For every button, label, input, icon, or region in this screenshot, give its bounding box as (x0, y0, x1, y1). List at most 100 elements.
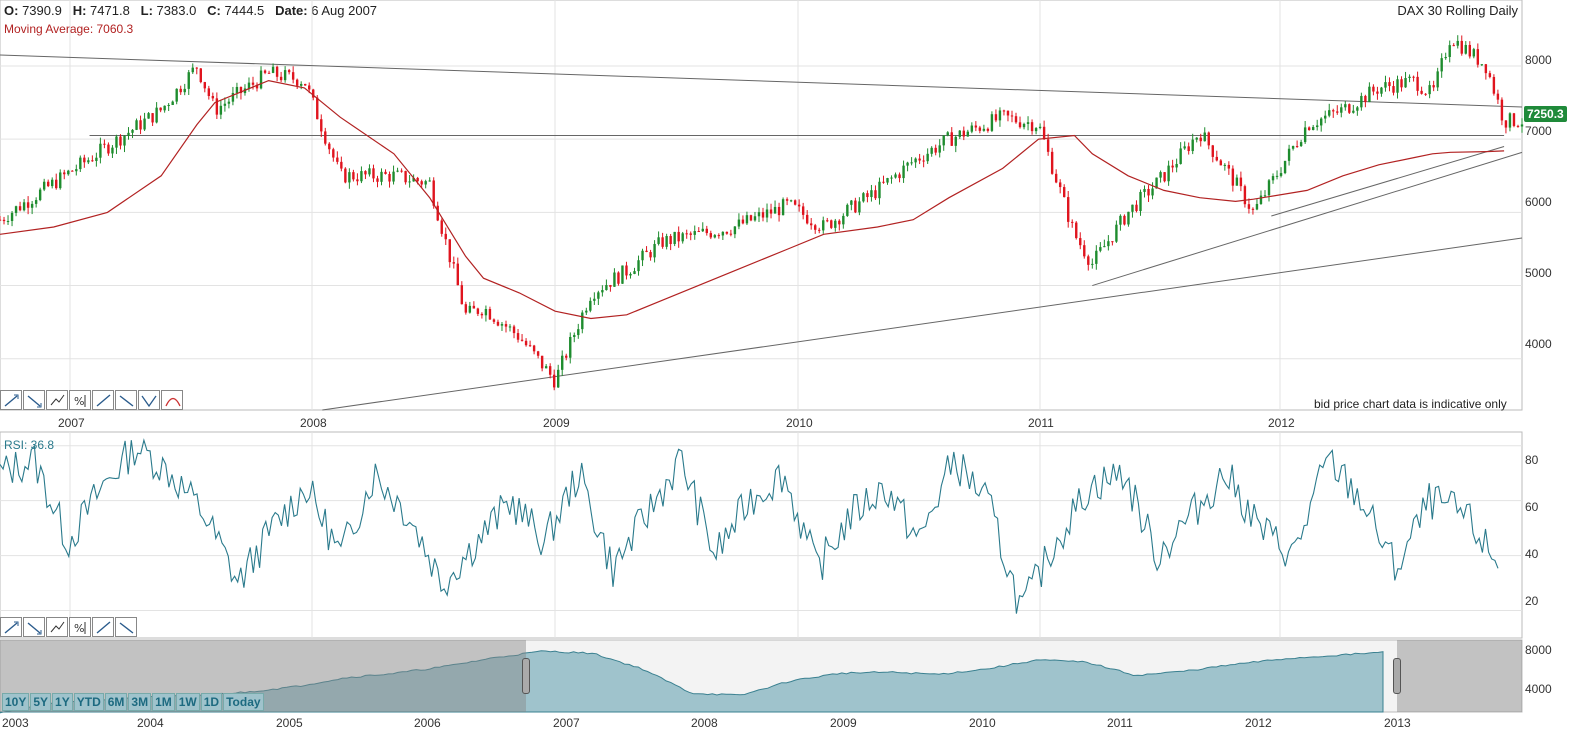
candle-body (617, 272, 620, 284)
instrument-title: DAX 30 Rolling Daily (1397, 3, 1518, 18)
candle-body (1452, 45, 1455, 47)
candle-body (1219, 160, 1223, 166)
ray-down-icon (119, 395, 133, 407)
candle-body (287, 70, 291, 73)
candle-body (75, 169, 78, 172)
candle-body (966, 131, 970, 137)
range-button-1w[interactable]: 1W (175, 693, 200, 711)
trendline-down-icon (27, 395, 41, 408)
candle-body (275, 66, 279, 77)
candle-body (1476, 49, 1480, 65)
channel-tool-button[interactable] (138, 390, 160, 410)
ray-tool-button[interactable] (92, 617, 114, 637)
candle-body (6, 220, 10, 222)
navigator-left-handle[interactable] (522, 658, 530, 694)
ray-down-tool-button[interactable] (115, 617, 137, 637)
candle-body (950, 132, 953, 146)
candle-body (163, 105, 166, 111)
candle-body (283, 70, 287, 81)
candle-body (717, 235, 721, 237)
candle-body (139, 120, 142, 130)
candle-body (496, 321, 500, 326)
candle-body (227, 101, 231, 104)
ray-tool-button[interactable] (92, 390, 114, 410)
candle-body (34, 200, 38, 204)
candle-body (757, 212, 761, 217)
candle-body (10, 212, 14, 221)
candle-body (1119, 215, 1122, 225)
candle-body (187, 72, 190, 89)
x-tick-2011: 2011 (1028, 416, 1054, 430)
date-label: Date: (275, 3, 308, 18)
candle-body (713, 235, 717, 238)
candle-body (1131, 204, 1134, 212)
candle-body (356, 179, 359, 182)
candle-body (797, 204, 801, 207)
x-tick-2010: 2010 (786, 416, 813, 430)
candle-body (761, 212, 765, 218)
candle-body (777, 206, 781, 216)
fibonacci-tool-button[interactable] (46, 390, 68, 410)
candle-body (878, 181, 881, 199)
trendline-up-tool-button[interactable] (0, 390, 22, 410)
range-button-today[interactable]: Today (223, 693, 264, 711)
candle-body (480, 313, 484, 316)
percent-tool-button[interactable]: % (69, 617, 91, 637)
low-label: L: (140, 3, 153, 18)
candle-body (834, 220, 837, 228)
candle-body (1050, 151, 1054, 174)
candle-body (111, 147, 114, 154)
y-tick-4000: 4000 (1525, 337, 1552, 351)
candle-body (18, 206, 22, 211)
range-button-1m[interactable]: 1M (152, 693, 175, 711)
candle-body (986, 128, 990, 131)
trendline-up-tool-button[interactable] (0, 617, 22, 637)
arc-tool-button[interactable] (161, 390, 183, 410)
candle-body (412, 177, 415, 182)
nav-tick-2003: 2003 (2, 716, 29, 730)
trendline (0, 54, 1523, 108)
candle-body (251, 82, 255, 85)
candle-body (1496, 93, 1500, 100)
candle-body (946, 132, 949, 136)
candle-body (681, 233, 684, 242)
range-button-5y[interactable]: 5Y (30, 693, 52, 711)
candle-body (143, 118, 146, 130)
candle-body (641, 250, 644, 261)
candle-body (368, 168, 371, 175)
candle-body (769, 209, 773, 214)
candle-body (38, 189, 42, 201)
nav-tick-2008: 2008 (691, 716, 718, 730)
range-button-10y[interactable]: 10Y (2, 693, 30, 711)
trendline-down-tool-button[interactable] (23, 390, 45, 410)
x-tick-2012: 2012 (1268, 416, 1295, 430)
candle-body (219, 105, 223, 115)
candle-body (14, 206, 18, 213)
navigator-right-handle[interactable] (1393, 658, 1401, 694)
fibonacci-tool-button[interactable] (46, 617, 68, 637)
candle-body (516, 333, 520, 340)
ray-down-tool-button[interactable] (115, 390, 137, 410)
range-button-3m[interactable]: 3M (128, 693, 152, 711)
candle-body (42, 181, 46, 190)
range-buttons: 10Y 5Y 1Y YTD 6M 3M 1M 1W 1D Today (2, 693, 264, 711)
candle-body (452, 262, 455, 264)
candle-body (1275, 175, 1279, 177)
range-button-ytd[interactable]: YTD (73, 693, 104, 711)
candle-body (215, 98, 219, 115)
rsi-tick-80: 80 (1525, 453, 1539, 467)
candle-body (1436, 71, 1439, 88)
range-button-6m[interactable]: 6M (104, 693, 128, 711)
trendline-down-tool-button[interactable] (23, 617, 45, 637)
candle-body (199, 68, 202, 83)
candle-body (970, 125, 974, 132)
range-button-1d[interactable]: 1D (200, 693, 223, 711)
candle-body (733, 226, 737, 235)
candle-body (428, 180, 431, 182)
candle-body (601, 290, 604, 293)
candle-body (30, 203, 34, 208)
high-value: 7471.8 (90, 3, 130, 18)
range-button-1y[interactable]: 1Y (52, 693, 73, 711)
percent-tool-button[interactable]: % (69, 390, 91, 410)
candle-body (492, 319, 496, 322)
